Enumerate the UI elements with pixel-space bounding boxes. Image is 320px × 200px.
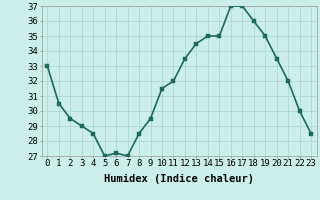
X-axis label: Humidex (Indice chaleur): Humidex (Indice chaleur) <box>104 174 254 184</box>
